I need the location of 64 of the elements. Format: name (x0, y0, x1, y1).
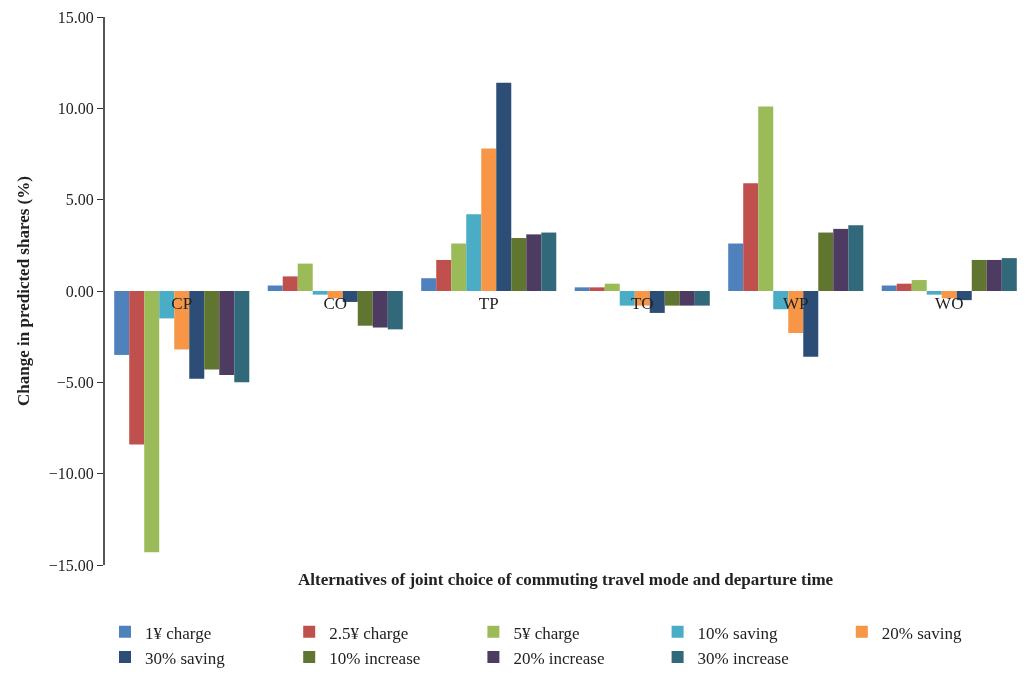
bar (941, 291, 957, 299)
y-tick-label: 0.00 (65, 282, 94, 300)
legend-label: 10% saving (697, 623, 778, 643)
legend-label: 2.5¥ charge (329, 623, 409, 643)
y-tick-label: −15.00 (48, 556, 94, 574)
y-tick-label: 5.00 (65, 191, 94, 209)
y-tick-label: 10.00 (57, 99, 94, 117)
bar (526, 234, 542, 291)
bar (743, 183, 759, 291)
bar (282, 276, 298, 291)
bar (881, 285, 897, 291)
legend-label: 5¥ charge (513, 623, 580, 643)
bar (604, 283, 620, 291)
bar (436, 259, 452, 291)
bar (896, 283, 912, 291)
bar (114, 291, 130, 355)
bar (848, 225, 864, 291)
bar (589, 287, 605, 291)
legend-label: 30% saving (145, 648, 226, 668)
bar (1001, 258, 1017, 291)
bar (312, 291, 328, 295)
bar (818, 232, 834, 291)
y-tick-label: −5.00 (56, 373, 94, 391)
y-tick-label: −10.00 (48, 465, 94, 483)
bar (481, 148, 497, 291)
bar (758, 106, 774, 291)
legend-label: 20% saving (881, 623, 963, 643)
bar (986, 259, 1002, 291)
legend-label: 1¥ charge (145, 623, 212, 643)
legend-label: 10% increase (329, 648, 421, 668)
bar (327, 291, 343, 299)
bar (421, 278, 437, 291)
bar (129, 291, 145, 445)
bar (911, 280, 927, 291)
y-tick-label: 15.00 (57, 8, 94, 26)
bar (466, 214, 482, 291)
bar (664, 291, 680, 306)
bar (679, 291, 695, 306)
bar (971, 259, 987, 291)
bar (297, 263, 313, 291)
x-tick-label: TP (478, 294, 499, 313)
bar (387, 291, 403, 330)
x-tick-label: CO (323, 294, 348, 313)
bar (694, 291, 710, 306)
bar (372, 291, 388, 328)
legend-label: 30% increase (697, 648, 789, 668)
legend-label: 20% increase (513, 648, 605, 668)
bar (496, 82, 512, 291)
bar (511, 238, 527, 291)
bar (357, 291, 373, 326)
bar (833, 228, 849, 291)
bar (728, 243, 744, 291)
x-axis-title: Alternatives of joint choice of commuting travel mode and departure time (298, 570, 834, 589)
bar (574, 287, 590, 291)
bar (267, 285, 283, 291)
bar (541, 232, 557, 291)
y-axis-title: Change in predicted shares (%) (13, 176, 33, 406)
bar (451, 243, 467, 291)
bar (234, 291, 250, 383)
bar (144, 291, 160, 553)
bar (204, 291, 220, 370)
x-tick-label: WO (935, 294, 964, 313)
bar (219, 291, 235, 376)
bar (926, 291, 942, 295)
